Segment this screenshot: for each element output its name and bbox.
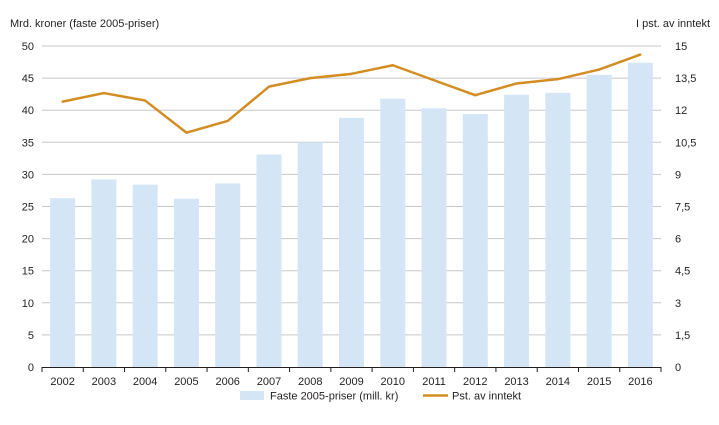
bar (462, 114, 488, 367)
x-tick-label: 2012 (463, 376, 487, 388)
y-left-tick-label: 35 (22, 137, 34, 149)
line-point (309, 76, 312, 80)
bar (545, 92, 571, 367)
y-left-tick-label: 5 (28, 330, 34, 342)
bar (339, 117, 364, 368)
line-point (143, 99, 147, 102)
bar (132, 184, 158, 367)
y-left-tick-label: 15 (22, 266, 34, 278)
line-point (474, 94, 477, 97)
y-left-tick-label: 50 (22, 41, 34, 53)
legend-bar-label: Faste 2005-priser (mill. kr) (270, 391, 398, 403)
line-point (61, 100, 64, 103)
line-point (226, 119, 229, 123)
line-point (556, 77, 560, 81)
y-right-tick-label: 15 (675, 41, 687, 53)
axes: 0 0 5 1,5 10 3 15 4,5 20 6 25 7,5 30 9 35 10,5 40 12 45 13,… (22, 41, 697, 388)
bar (256, 154, 282, 367)
y-right-tick-label: 13,5 (675, 73, 696, 85)
bar (215, 183, 241, 367)
line-series (61, 53, 642, 134)
line-point (515, 82, 518, 85)
y-right-tick-label: 3 (675, 298, 681, 310)
line-point (350, 72, 353, 76)
x-tick-label: 2010 (381, 376, 405, 388)
bar (586, 74, 612, 367)
legend-bar-swatch (240, 391, 264, 400)
y-right-tick-label: 7,5 (675, 202, 690, 214)
x-tick-label: 2005 (174, 376, 198, 388)
y-left-tick-label: 25 (22, 202, 34, 214)
bar (173, 198, 199, 367)
y-left-tick-label: 40 (22, 105, 34, 117)
x-tick-label: 2006 (215, 376, 239, 388)
x-tick-label: 2013 (504, 376, 528, 388)
y-right-tick-label: 0 (675, 362, 681, 374)
line-point (639, 53, 642, 56)
y-left-tick-label: 20 (22, 234, 34, 246)
line-point (102, 91, 106, 95)
bar (50, 198, 76, 367)
x-tick-label: 2003 (92, 376, 116, 388)
right-axis-title: I pst. av inntekt (636, 18, 710, 30)
legend: Faste 2005-priser (mill. kr) Pst. av inn… (240, 391, 521, 403)
line-point (185, 131, 188, 134)
line-point (597, 68, 601, 71)
x-tick-label: 2016 (628, 376, 652, 388)
bar (627, 62, 653, 367)
x-tick-label: 2008 (298, 376, 322, 388)
line-point (432, 79, 436, 82)
y-right-tick-label: 6 (675, 234, 681, 246)
bar (421, 108, 447, 368)
x-tick-label: 2004 (133, 376, 157, 388)
x-tick-label: 2011 (422, 376, 446, 388)
y-left-tick-label: 0 (28, 362, 34, 374)
bar (380, 98, 406, 368)
legend-line-label: Pst. av inntekt (452, 391, 521, 403)
bar (297, 142, 323, 367)
line-point (267, 85, 271, 88)
line-point (391, 64, 394, 67)
y-left-tick-label: 45 (22, 73, 34, 85)
x-tick-label: 2002 (50, 376, 74, 388)
y-left-tick-label: 10 (22, 298, 34, 310)
y-right-tick-label: 12 (675, 105, 687, 117)
x-tick-label: 2015 (587, 376, 611, 388)
y-right-tick-label: 9 (675, 169, 681, 181)
bar (504, 94, 530, 368)
bar (91, 179, 117, 367)
x-tick-label: 2014 (546, 376, 570, 388)
y-left-tick-label: 30 (22, 169, 34, 181)
bar-series (50, 62, 653, 368)
left-axis-title: Mrd. kroner (faste 2005-priser) (10, 18, 159, 30)
y-right-tick-label: 4,5 (675, 266, 690, 278)
x-tick-label: 2009 (339, 376, 363, 388)
x-tick-label: 2007 (257, 376, 281, 388)
y-right-tick-label: 10,5 (675, 137, 696, 149)
y-right-tick-label: 1,5 (675, 330, 690, 342)
